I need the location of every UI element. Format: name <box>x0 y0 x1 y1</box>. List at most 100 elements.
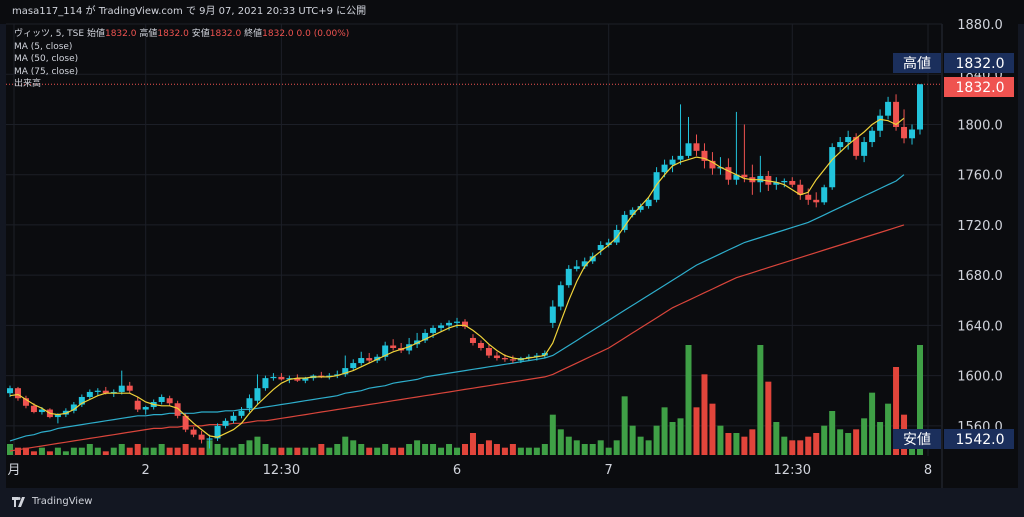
candle-body[interactable] <box>821 187 828 203</box>
candle-body[interactable] <box>7 388 13 394</box>
legend-ma75[interactable]: MA (75, close) <box>14 66 79 77</box>
candle-body[interactable] <box>509 359 516 361</box>
candle-body[interactable] <box>166 398 173 404</box>
candle-body[interactable] <box>174 403 181 416</box>
candle-body[interactable] <box>493 355 500 359</box>
candle-body[interactable] <box>462 321 468 327</box>
candle-body[interactable] <box>278 376 285 380</box>
candle-body[interactable] <box>342 368 349 375</box>
candle-body[interactable] <box>30 405 37 413</box>
candle-body[interactable] <box>621 214 628 230</box>
candle-body[interactable] <box>38 409 45 413</box>
candle-body[interactable] <box>246 398 253 409</box>
candle-body[interactable] <box>773 182 780 185</box>
candle-body[interactable] <box>613 229 620 243</box>
candle-body[interactable] <box>366 358 373 361</box>
candle-body[interactable] <box>845 137 852 143</box>
candle-body[interactable] <box>430 327 437 333</box>
candle-body[interactable] <box>781 180 788 183</box>
candle-body[interactable] <box>477 342 484 348</box>
candle-body[interactable] <box>725 167 732 180</box>
candle-body[interactable] <box>70 404 77 411</box>
candle-body[interactable] <box>557 285 564 307</box>
candle-body[interactable] <box>126 385 133 391</box>
candle-body[interactable] <box>565 268 572 286</box>
candle-body[interactable] <box>877 115 884 131</box>
candle-body[interactable] <box>438 325 445 328</box>
candle-body[interactable] <box>813 199 820 203</box>
candle-body[interactable] <box>797 184 804 195</box>
candle-body[interactable] <box>661 164 668 173</box>
candle-body[interactable] <box>589 256 596 262</box>
candle-body[interactable] <box>238 410 245 416</box>
candle-body[interactable] <box>110 391 117 394</box>
candle-body[interactable] <box>541 353 548 356</box>
candle-body[interactable] <box>86 391 93 397</box>
candle-body[interactable] <box>917 84 923 130</box>
candle-body[interactable] <box>869 130 876 143</box>
candle-body[interactable] <box>390 345 397 348</box>
candle-body[interactable] <box>637 206 644 210</box>
candle-body[interactable] <box>254 388 261 401</box>
candle-body[interactable] <box>302 378 309 381</box>
candle-body[interactable] <box>581 261 588 267</box>
candle-body[interactable] <box>350 363 357 369</box>
candle-body[interactable] <box>190 429 197 435</box>
plot-area[interactable] <box>6 24 942 456</box>
candle-body[interactable] <box>549 306 556 323</box>
candle-body[interactable] <box>837 142 844 148</box>
candle-body[interactable] <box>214 425 221 439</box>
candle-body[interactable] <box>382 345 389 357</box>
candle-body[interactable] <box>805 194 812 200</box>
candle-body[interactable] <box>22 398 29 406</box>
candle-body[interactable] <box>765 175 772 185</box>
candle-body[interactable] <box>861 142 868 156</box>
candle-body[interactable] <box>422 332 429 341</box>
candle-body[interactable] <box>597 245 604 251</box>
candle-body[interactable] <box>14 388 21 399</box>
candle-body[interactable] <box>134 400 141 410</box>
legend-volume[interactable]: 出来高 <box>14 79 42 89</box>
legend-ma5[interactable]: MA (5, close) <box>14 41 73 52</box>
candle-body[interactable] <box>685 143 692 156</box>
candle-body[interactable] <box>829 147 836 188</box>
candle-body[interactable] <box>158 396 165 402</box>
candle-body[interactable] <box>853 137 860 156</box>
candle-body[interactable] <box>446 322 453 326</box>
candle-body[interactable] <box>653 172 660 200</box>
candle-body[interactable] <box>222 420 229 426</box>
candle-body[interactable] <box>469 337 476 343</box>
candle-body[interactable] <box>741 174 748 178</box>
candle-body[interactable] <box>789 180 796 185</box>
candle-body[interactable] <box>645 199 652 207</box>
candle-body[interactable] <box>294 378 301 381</box>
legend-ma50[interactable]: MA (50, close) <box>14 54 79 64</box>
tradingview-logo[interactable]: TradingView <box>12 496 92 507</box>
candle-body[interactable] <box>701 150 708 161</box>
candle-body[interactable] <box>693 143 700 151</box>
candle-body[interactable] <box>677 155 684 160</box>
candle-body[interactable] <box>573 266 580 269</box>
candle-body[interactable] <box>182 415 189 430</box>
candle-body[interactable] <box>118 385 125 392</box>
candle-body[interactable] <box>533 355 540 357</box>
candle-body[interactable] <box>605 242 612 246</box>
candle-body[interactable] <box>230 415 237 421</box>
candle-body[interactable] <box>885 101 892 116</box>
candle-body[interactable] <box>733 174 740 180</box>
candle-body[interactable] <box>198 434 205 440</box>
candle-body[interactable] <box>142 407 149 410</box>
candle-body[interactable] <box>629 209 636 215</box>
time-axis[interactable] <box>6 456 1018 488</box>
candle-body[interactable] <box>901 126 908 139</box>
candle-body[interactable] <box>54 414 61 418</box>
candle-body[interactable] <box>501 358 508 360</box>
candle-body[interactable] <box>102 390 109 394</box>
candle-body[interactable] <box>262 378 269 389</box>
candle-body[interactable] <box>318 375 325 377</box>
candle-body[interactable] <box>406 344 413 351</box>
candle-body[interactable] <box>485 348 492 356</box>
candle-body[interactable] <box>909 129 916 139</box>
candle-body[interactable] <box>286 378 293 380</box>
